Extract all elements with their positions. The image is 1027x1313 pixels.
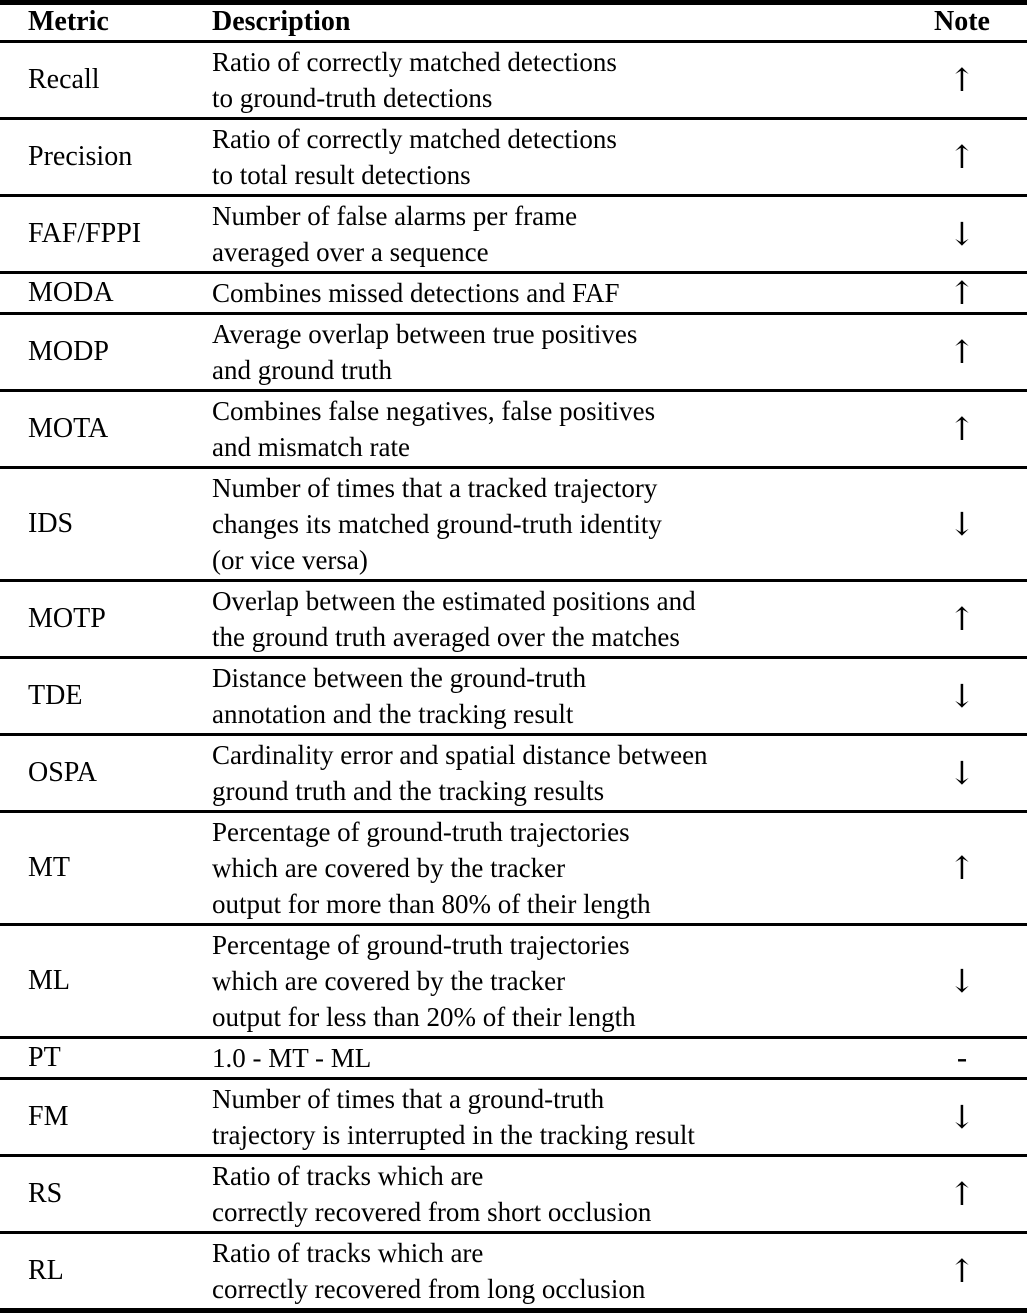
metric-cell: Precision: [28, 141, 133, 172]
metric-cell: MOTP: [28, 603, 106, 634]
description-cell: Percentage of ground-truth trajectories …: [212, 817, 651, 919]
table-row: MOTA Combines false negatives, false pos…: [0, 390, 1027, 468]
col-header-note: Note: [897, 2, 1027, 43]
table-row: IDS Number of times that a tracked traje…: [0, 467, 1027, 581]
table-row: PT 1.0 - MT - ML -: [0, 1037, 1027, 1079]
description-cell: Overlap between the estimated positions …: [212, 586, 696, 652]
note-arrow: ↑: [948, 410, 976, 448]
description-cell: Combines missed detections and FAF: [212, 278, 620, 308]
table-row: FM Number of times that a ground-truth t…: [0, 1078, 1027, 1156]
table-row: OSPA Cardinality error and spatial dista…: [0, 734, 1027, 812]
table-row: TDE Distance between the ground-truth an…: [0, 657, 1027, 735]
metric-cell: ML: [28, 965, 70, 996]
metric-cell: TDE: [28, 680, 83, 711]
description-cell: Cardinality error and spatial distance b…: [212, 740, 708, 806]
note-arrow: ↑: [948, 138, 976, 176]
header-row: Metric Description Note: [0, 2, 1027, 43]
metric-cell: MOTA: [28, 413, 109, 444]
metric-cell: PT: [28, 1042, 61, 1073]
table-header: Metric Description Note: [0, 2, 1027, 43]
metric-cell: RS: [28, 1178, 63, 1209]
description-cell: Ratio of tracks which are correctly reco…: [212, 1238, 646, 1304]
metric-cell: MT: [28, 852, 70, 883]
table-row: Recall Ratio of correctly matched detect…: [0, 41, 1027, 119]
table-row: Precision Ratio of correctly matched det…: [0, 118, 1027, 196]
note-arrow: ↑: [948, 1252, 976, 1290]
table-row: MOTP Overlap between the estimated posit…: [0, 580, 1027, 658]
note-arrow: ↑: [948, 333, 976, 371]
metric-cell: RL: [28, 1255, 64, 1286]
note-arrow: ↑: [948, 849, 976, 887]
metric-cell: IDS: [28, 508, 74, 539]
description-cell: Number of times that a ground-truth traj…: [212, 1084, 695, 1150]
metric-cell: FM: [28, 1101, 69, 1132]
table-row: MT Percentage of ground-truth trajectori…: [0, 811, 1027, 925]
col-header-metric: Metric: [0, 2, 212, 43]
note-arrow: ↓: [948, 215, 976, 253]
note-arrow: ↓: [948, 1098, 976, 1136]
description-cell: Distance between the ground-truth annota…: [212, 663, 587, 729]
table-body: Recall Ratio of correctly matched detect…: [0, 41, 1027, 1311]
description-cell: Number of times that a tracked trajector…: [212, 473, 662, 575]
description-cell: Ratio of correctly matched detections to…: [212, 47, 617, 113]
note-arrow: ↓: [948, 505, 976, 543]
description-cell: Number of false alarms per frame average…: [212, 201, 578, 267]
note-arrow: ↓: [948, 754, 976, 792]
description-cell: Ratio of tracks which are correctly reco…: [212, 1161, 652, 1227]
table-row: RS Ratio of tracks which are correctly r…: [0, 1155, 1027, 1233]
table-row: ML Percentage of ground-truth trajectori…: [0, 924, 1027, 1038]
col-header-description: Description: [212, 2, 897, 43]
table-row: FAF/FPPI Number of false alarms per fram…: [0, 195, 1027, 273]
description-cell: Average overlap between true positives a…: [212, 319, 638, 385]
table-row: RL Ratio of tracks which are correctly r…: [0, 1232, 1027, 1311]
description-cell: Percentage of ground-truth trajectories …: [212, 930, 636, 1032]
table-row: MODA Combines missed detections and FAF …: [0, 272, 1027, 314]
metric-cell: MODP: [28, 336, 109, 367]
description-cell: 1.0 - MT - ML: [212, 1043, 372, 1073]
metric-cell: Recall: [28, 64, 100, 95]
note-arrow: ↑: [948, 274, 976, 312]
description-cell: Ratio of correctly matched detections to…: [212, 124, 617, 190]
description-cell: Combines false negatives, false positive…: [212, 396, 656, 462]
note-arrow: ↓: [948, 962, 976, 1000]
metric-cell: OSPA: [28, 757, 98, 788]
note-arrow: -: [956, 1039, 968, 1077]
note-arrow: ↑: [948, 600, 976, 638]
table-row: MODP Average overlap between true positi…: [0, 313, 1027, 391]
note-arrow: ↑: [948, 61, 976, 99]
metric-cell: FAF/FPPI: [28, 218, 142, 249]
note-arrow: ↑: [948, 1175, 976, 1213]
metric-cell: MODA: [28, 277, 114, 308]
note-arrow: ↓: [948, 677, 976, 715]
